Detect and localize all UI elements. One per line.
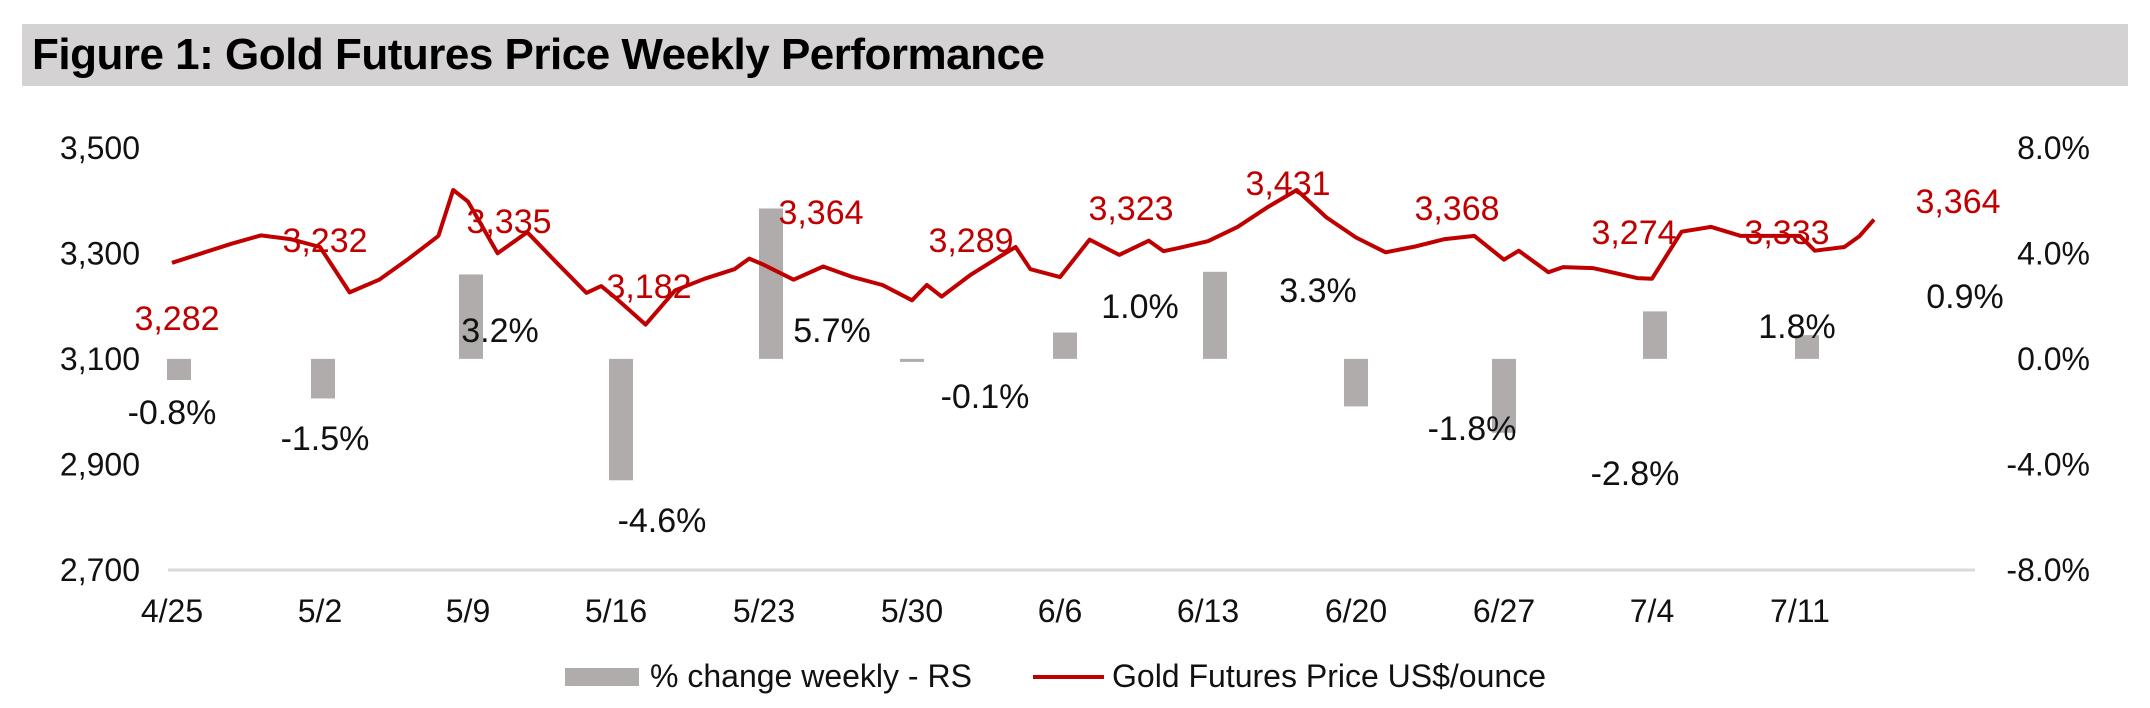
legend-bar-swatch	[565, 668, 639, 686]
pct-label-8: 3.3%	[1279, 272, 1357, 310]
right-axis-tick: 8.0%	[2017, 130, 2090, 166]
bar-week-11	[1643, 311, 1667, 359]
pct-label-1: -0.8%	[128, 394, 217, 432]
bar-week-9	[1344, 358, 1368, 407]
right-axis-tick: 0.0%	[2017, 341, 2090, 377]
title-bar: Figure 1: Gold Futures Price Weekly Perf…	[22, 24, 2128, 86]
x-axis-tick: 5/30	[881, 593, 943, 629]
left-axis-tick: 2,900	[60, 446, 140, 482]
pct-label-3: 3.2%	[461, 312, 539, 350]
price-label-7: 3,323	[1088, 190, 1173, 228]
figure-title: Figure 1: Gold Futures Price Weekly Perf…	[32, 30, 1045, 79]
x-axis-tick: 7/11	[1770, 593, 1830, 629]
pct-label-4: -4.6%	[618, 502, 707, 540]
price-label-5: 3,364	[778, 194, 863, 232]
bar-week-1	[167, 358, 191, 380]
bar-week-8	[1203, 271, 1227, 359]
price-label-1: 3,282	[134, 300, 219, 338]
right-axis-tick: -8.0%	[2006, 552, 2090, 588]
right-axis-tick: 4.0%	[2017, 235, 2090, 271]
legend-line-label: Gold Futures Price US$/ounce	[1112, 658, 1546, 694]
pct-label-7: 1.0%	[1101, 288, 1179, 326]
x-axis-tick: 5/16	[585, 593, 647, 629]
price-label-2: 3,232	[282, 222, 367, 260]
pct-label-10: -2.8%	[1591, 455, 1680, 493]
bar-week-6	[900, 358, 924, 362]
price-label-11: 3,333	[1744, 214, 1829, 252]
left-axis-tick: 3,100	[60, 341, 140, 377]
bar-week-3	[459, 274, 483, 359]
legend-bar-label: % change weekly - RS	[650, 658, 972, 694]
pct-label-2: -1.5%	[281, 420, 370, 458]
price-label-8: 3,431	[1245, 165, 1330, 203]
price-label-12: 3,364	[1915, 183, 2000, 221]
pct-label-5: 5.7%	[793, 312, 871, 350]
x-axis-tick: 6/20	[1325, 593, 1387, 629]
price-label-3: 3,335	[466, 203, 551, 241]
price-label-9: 3,368	[1414, 190, 1499, 228]
bar-week-5	[759, 208, 783, 359]
bar-week-2	[311, 358, 335, 399]
x-axis-tick: 7/4	[1630, 593, 1674, 629]
x-axis-tick: 5/23	[733, 593, 795, 629]
legend: % change weekly - RS Gold Futures Price …	[565, 658, 1546, 694]
pct-label-6: -0.1%	[941, 378, 1030, 416]
x-axis-tick: 6/13	[1177, 593, 1239, 629]
left-axis-tick: 2,700	[60, 552, 140, 588]
x-axis-tick: 6/6	[1038, 593, 1082, 629]
bar-week-7	[1053, 332, 1077, 359]
left-axis-tick: 3,500	[60, 130, 140, 166]
x-axis-tick: 4/25	[141, 593, 203, 629]
x-axis-tick: 5/9	[446, 593, 490, 629]
pct-label-12: 0.9%	[1926, 278, 2004, 316]
x-axis-tick: 6/27	[1473, 593, 1535, 629]
gold-price-line	[171, 188, 1876, 327]
bar-week-10	[1492, 358, 1516, 433]
bar-week-4	[609, 358, 633, 481]
pct-label-9: -1.8%	[1428, 410, 1517, 448]
pct-label-11: 1.8%	[1758, 308, 1836, 346]
price-label-4: 3,182	[606, 268, 691, 306]
price-label-6: 3,289	[928, 222, 1013, 260]
bar-week-12	[1795, 335, 1819, 359]
price-label-10: 3,274	[1591, 214, 1676, 252]
left-axis-tick: 3,300	[60, 235, 140, 271]
x-axis-tick: 5/2	[298, 593, 342, 629]
right-axis-tick: -4.0%	[2006, 446, 2090, 482]
